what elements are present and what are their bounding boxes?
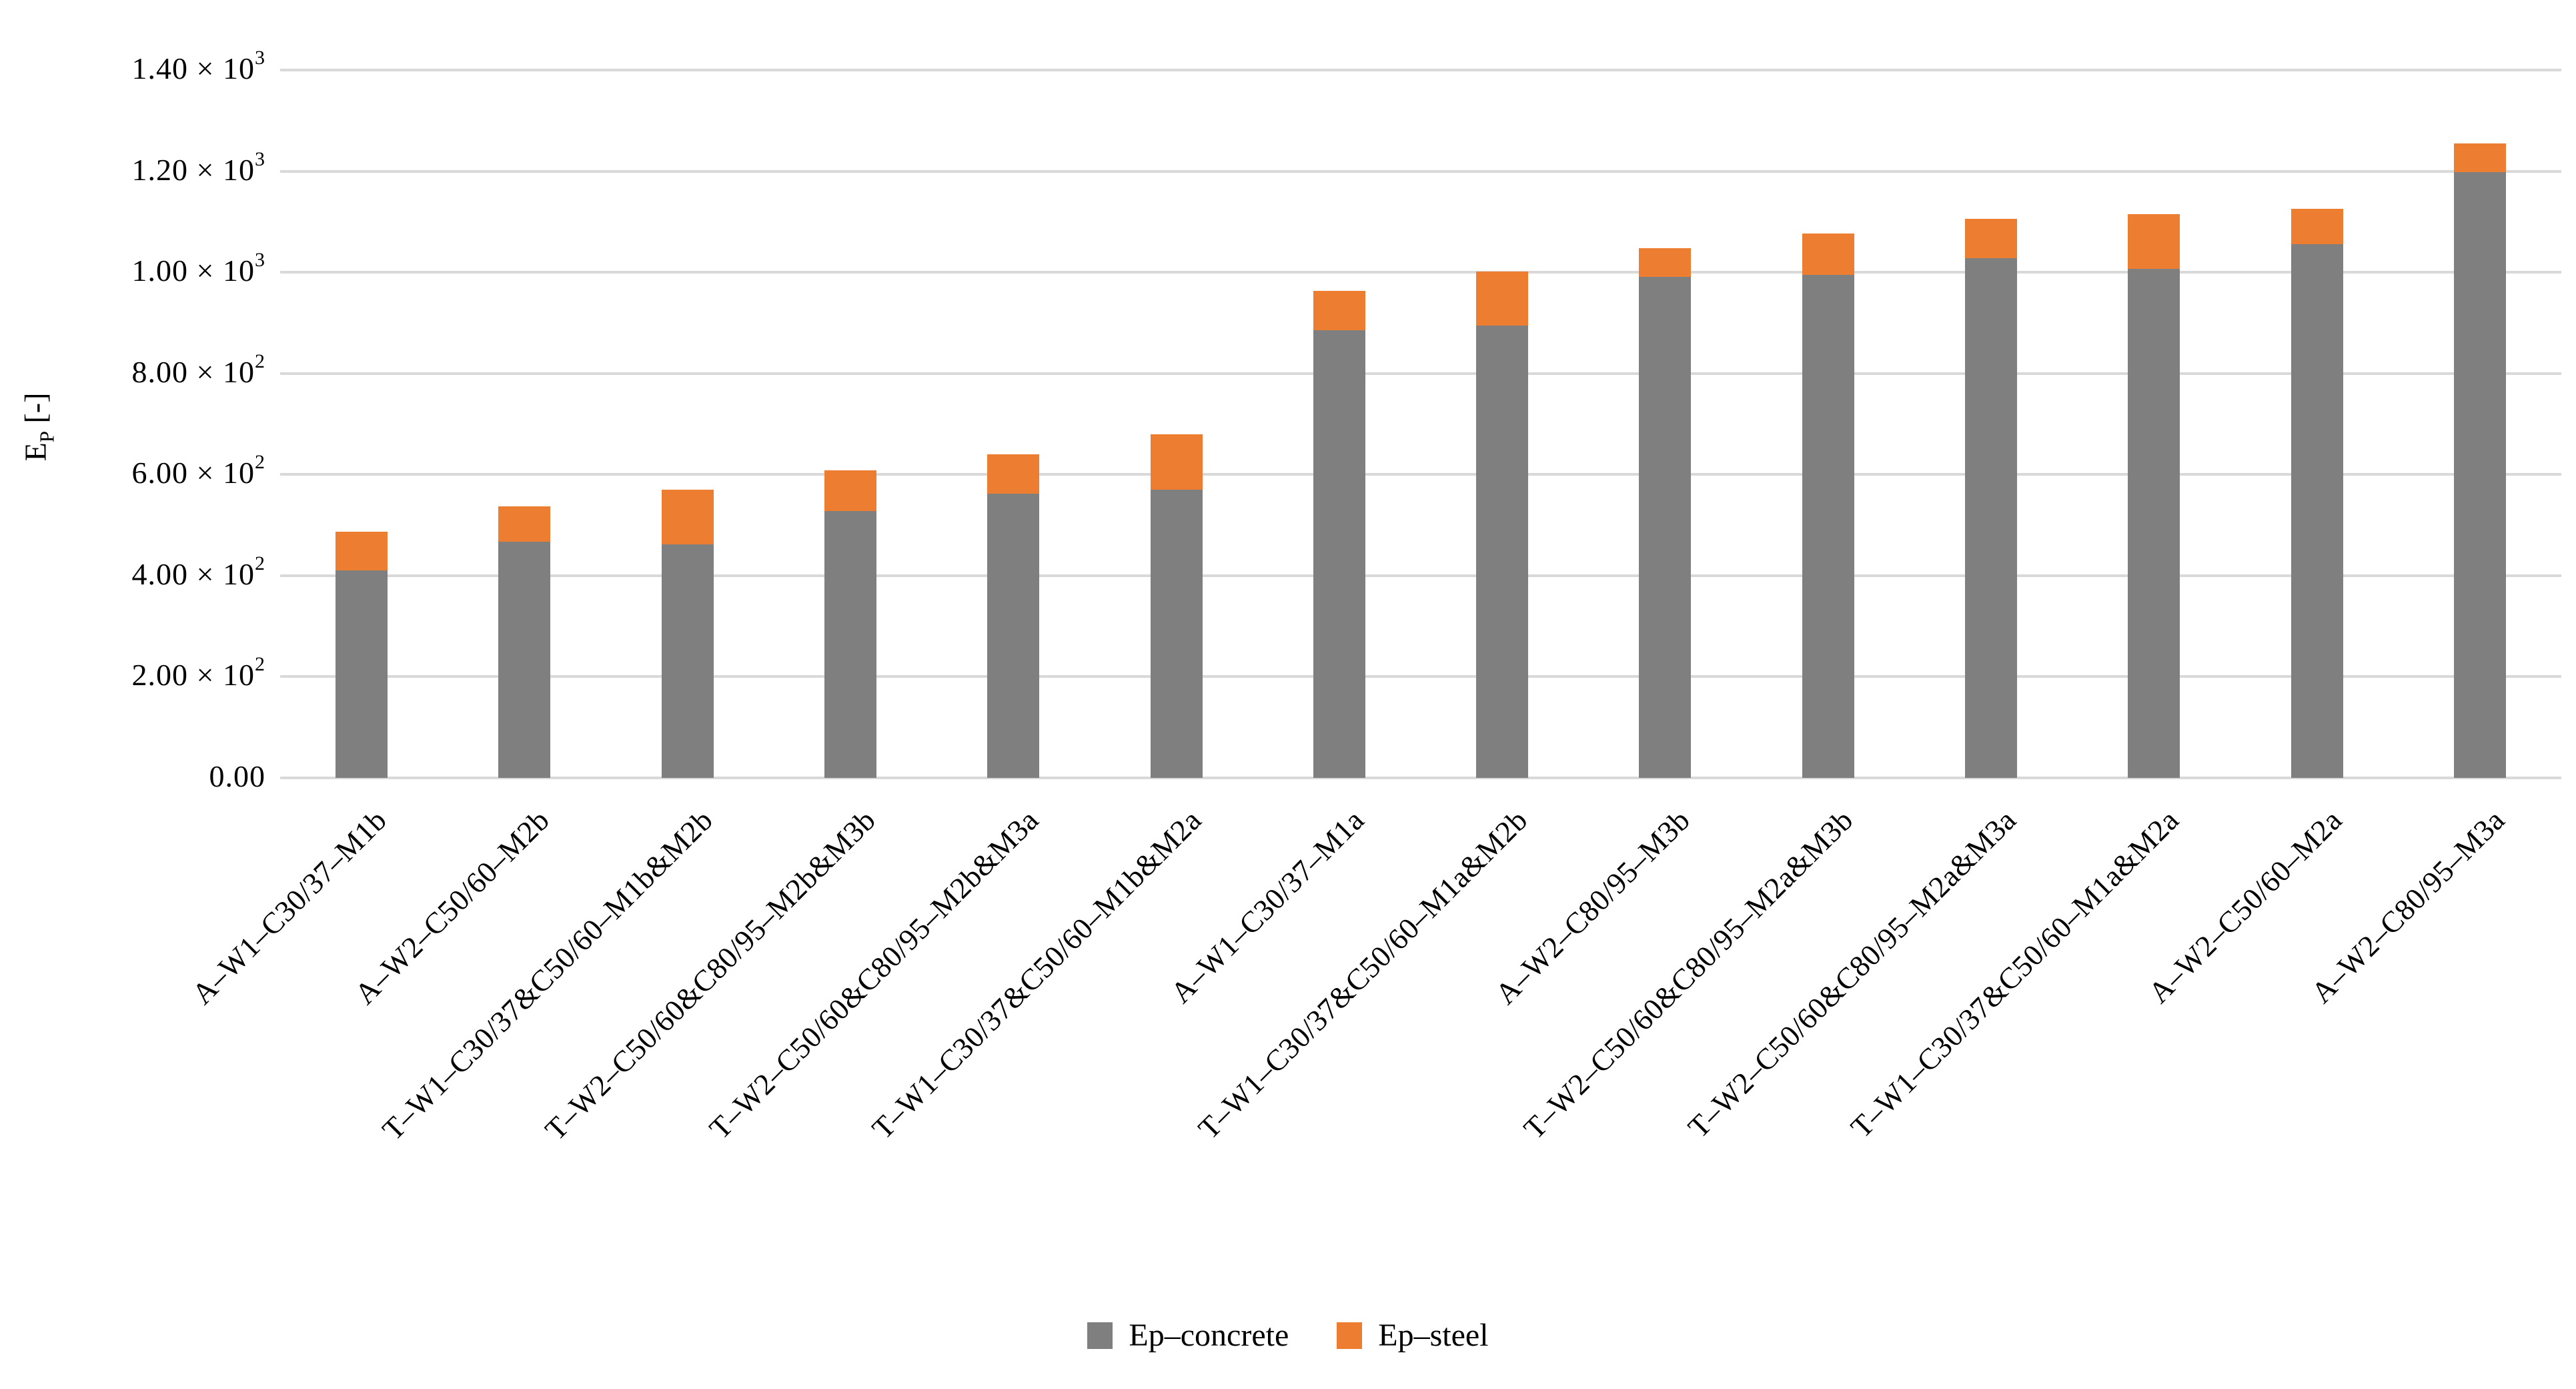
- gridline: [280, 473, 2561, 476]
- bar-segment-concrete: [824, 510, 876, 778]
- y-axis-title-suffix: [-]: [18, 392, 53, 432]
- x-category-label: T–W1–C30/37&C50/60–M1b&M2b: [376, 803, 719, 1147]
- x-category-label: T–W2–C50/60&C80/95–M2a&M3b: [1517, 803, 1860, 1145]
- legend: Ep–concrete Ep–steel: [0, 1320, 2576, 1352]
- bar-segment-concrete: [1150, 490, 1203, 778]
- y-axis-title-subscript: P: [35, 431, 59, 443]
- x-category-label: T–W2–C50/60&C80/95–M2a&M3a: [1682, 803, 2023, 1145]
- bar-segment-steel: [2453, 143, 2506, 173]
- bar-segment-concrete: [2453, 172, 2506, 778]
- bar-segment-steel: [824, 470, 876, 511]
- gridline: [280, 271, 2561, 274]
- y-axis-tick-label: 0.00: [209, 759, 265, 794]
- bar-segment-concrete: [1965, 258, 2017, 778]
- y-axis-title: EP [-]: [18, 392, 59, 462]
- bar-segment-steel: [1150, 434, 1203, 490]
- x-category-label: T–W2–C50/60&C80/95–M2b&M3b: [538, 803, 882, 1147]
- bar-segment-steel: [1965, 218, 2017, 258]
- x-category-label: T–W1–C30/37&C50/60–M1b&M2a: [865, 803, 1208, 1145]
- bar-segment-steel: [987, 454, 1040, 494]
- legend-label: Ep–concrete: [1129, 1318, 1289, 1353]
- y-axis-tick-label: 4.00 × 102: [131, 552, 265, 592]
- bar-segment-concrete: [336, 570, 388, 778]
- bar-segment-steel: [2128, 213, 2180, 269]
- bar-segment-concrete: [1476, 326, 1529, 778]
- bar-segment-concrete: [2128, 268, 2180, 778]
- gridline: [280, 574, 2561, 577]
- y-axis-title-base: E: [18, 442, 53, 462]
- bar-segment-steel: [1802, 233, 1854, 275]
- bar-segment-concrete: [498, 542, 551, 778]
- gridline: [280, 169, 2561, 173]
- gridline: [280, 372, 2561, 375]
- bar-segment-concrete: [1802, 274, 1854, 778]
- x-category-label: T–W2–C50/60&C80/95–M2b&M3a: [702, 803, 1045, 1145]
- gridline: [280, 69, 2561, 71]
- legend-item-ep-concrete: Ep–concrete: [1087, 1320, 1289, 1352]
- bar-segment-concrete: [1639, 276, 1692, 778]
- bar-segment-concrete: [2291, 244, 2343, 778]
- bar-segment-steel: [336, 531, 388, 571]
- y-axis-tick-label: 1.20 × 103: [131, 147, 265, 187]
- bar-segment-concrete: [987, 494, 1040, 778]
- bar-segment-concrete: [1313, 330, 1365, 778]
- legend-item-ep-steel: Ep–steel: [1337, 1318, 1489, 1353]
- gridline: [280, 777, 2561, 779]
- y-axis-tick-label: 8.00 × 102: [131, 350, 265, 389]
- legend-label: Ep–steel: [1378, 1318, 1489, 1353]
- y-axis-tick-label: 2.00 × 102: [131, 653, 265, 692]
- bar-segment-concrete: [661, 544, 714, 778]
- bar-segment-steel: [1476, 271, 1529, 326]
- x-category-label: T–W1–C30/37&C50/60–M1a&M2b: [1191, 803, 1534, 1145]
- bar-segment-steel: [1639, 248, 1692, 277]
- legend-swatch-ep-steel: [1337, 1322, 1363, 1349]
- bar-segment-steel: [498, 506, 551, 542]
- y-axis-tick-label: 6.00 × 102: [131, 451, 265, 490]
- bar-segment-steel: [2291, 209, 2343, 244]
- y-axis-tick-label: 1.00 × 103: [131, 249, 265, 288]
- legend-swatch-ep-concrete: [1087, 1322, 1113, 1349]
- bar-segment-steel: [661, 490, 714, 544]
- gridline: [280, 675, 2561, 678]
- y-axis-tick-label: 1.40 × 103: [131, 47, 265, 86]
- bar-segment-steel: [1313, 291, 1365, 330]
- x-category-label: T–W1–C30/37&C50/60–M1a&M2a: [1844, 803, 2186, 1145]
